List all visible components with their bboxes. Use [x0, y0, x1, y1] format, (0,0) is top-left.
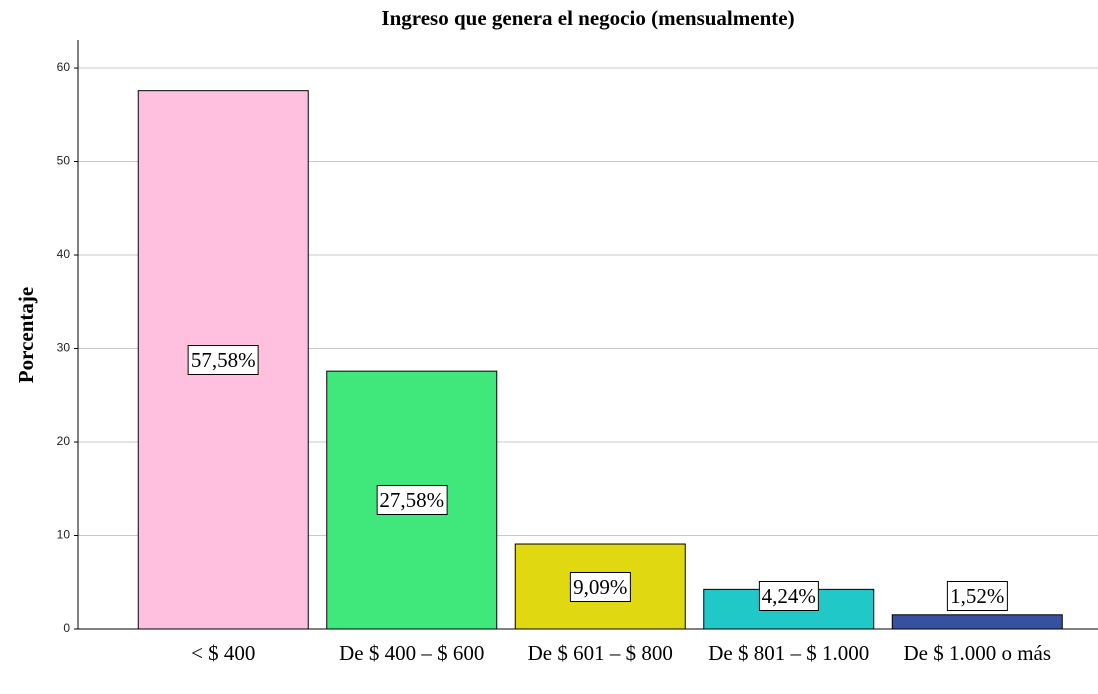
- x-tick-label: De $ 1.000 o más: [903, 641, 1052, 665]
- data-label: 27,58%: [376, 485, 448, 516]
- y-tick-label: 10: [57, 528, 71, 542]
- x-tick-label: < $ 400: [191, 641, 256, 665]
- y-tick-label: 20: [57, 434, 71, 448]
- data-label: 57,58%: [187, 344, 259, 375]
- y-tick-label: 60: [57, 60, 71, 74]
- x-tick-label: De $ 601 – $ 800: [527, 641, 673, 665]
- y-tick-label: 30: [57, 341, 71, 355]
- chart-title: Ingreso que genera el negocio (mensualme…: [381, 6, 794, 30]
- y-tick-label: 50: [57, 154, 71, 168]
- x-tick-label: De $ 801 – $ 1.000: [708, 641, 870, 665]
- y-tick-label: 0: [63, 621, 70, 635]
- data-label: 4,24%: [758, 581, 819, 611]
- data-label: 9,09%: [570, 571, 631, 602]
- y-tick-label: 40: [57, 247, 71, 261]
- bar: [891, 614, 1063, 630]
- y-axis-label: Porcentaje: [14, 287, 38, 383]
- x-tick-label: De $ 400 – $ 600: [339, 641, 485, 665]
- data-label: 1,52%: [947, 581, 1008, 611]
